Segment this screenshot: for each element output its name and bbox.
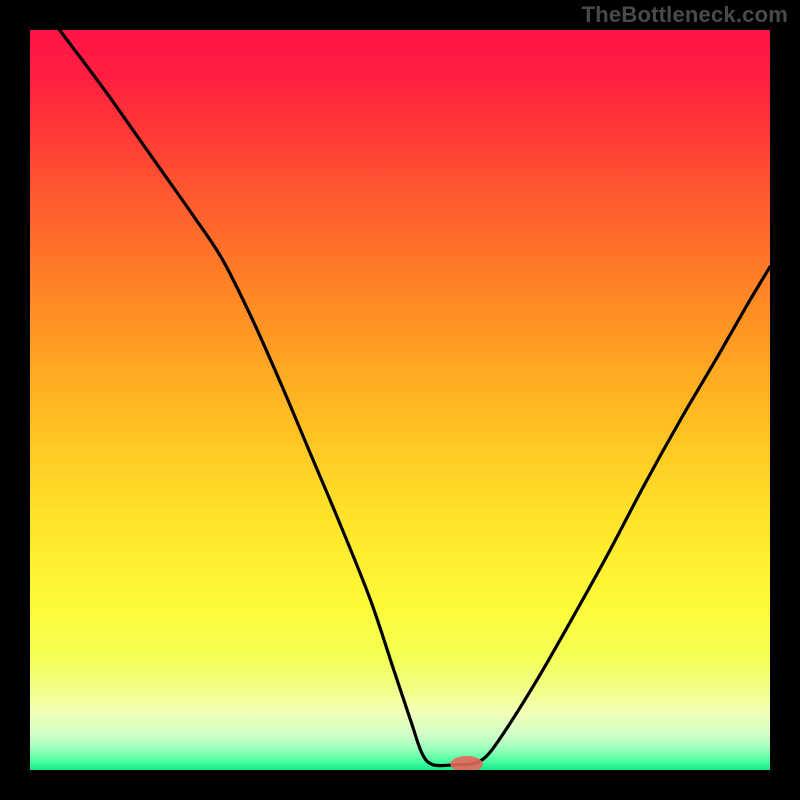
bottleneck-chart (30, 30, 770, 770)
attribution-text: TheBottleneck.com (582, 2, 788, 28)
chart-frame: { "attribution": "TheBottleneck.com", "l… (0, 0, 800, 800)
